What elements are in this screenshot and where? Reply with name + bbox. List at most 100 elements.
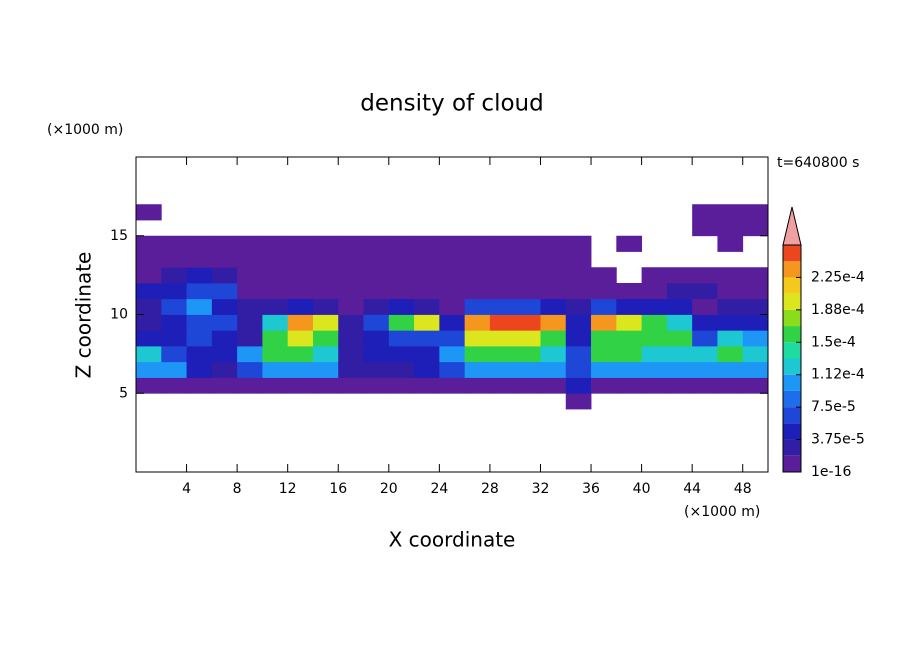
cell — [540, 235, 567, 252]
cell — [641, 330, 668, 347]
x-tick-label: 44 — [683, 481, 701, 497]
cell — [616, 361, 642, 378]
cell — [742, 314, 769, 331]
cell — [136, 330, 162, 347]
cell — [717, 283, 744, 300]
cell — [742, 220, 769, 237]
colorbar-band — [783, 358, 801, 375]
y-unit-label: (×1000 m) — [47, 122, 123, 138]
cell — [363, 361, 390, 378]
x-tick-label: 4 — [182, 481, 191, 497]
cell — [136, 267, 162, 284]
cell — [692, 361, 718, 378]
cell — [515, 283, 541, 300]
colorbar-tick-label: 1e-16 — [811, 464, 851, 480]
cell — [338, 235, 364, 252]
cell — [338, 314, 364, 331]
cell — [312, 283, 339, 300]
cell — [262, 298, 289, 315]
cell — [717, 330, 744, 347]
cell — [211, 283, 238, 300]
cell — [540, 377, 567, 394]
cell — [237, 283, 263, 300]
cell — [591, 377, 617, 394]
cell — [287, 377, 314, 394]
cell — [211, 267, 238, 284]
x-tick-label: 8 — [233, 481, 242, 497]
cell — [464, 267, 491, 284]
cell — [489, 361, 516, 378]
cell — [565, 298, 592, 315]
cell — [616, 314, 642, 331]
cell — [287, 283, 314, 300]
x-tick-label: 36 — [582, 481, 600, 497]
cell — [161, 377, 187, 394]
cell — [136, 204, 162, 221]
colorbar-band — [783, 293, 801, 310]
contour-field — [136, 204, 769, 410]
colorbar-band — [783, 342, 801, 359]
cell — [312, 377, 339, 394]
cell — [540, 314, 567, 331]
cell — [489, 283, 516, 300]
colorbar-band — [783, 390, 801, 408]
x-tick-label: 28 — [481, 481, 499, 497]
y-tick-label: 10 — [110, 307, 128, 323]
cell — [388, 314, 415, 331]
colorbar-band — [783, 309, 801, 327]
cell — [211, 346, 238, 363]
cell — [161, 314, 187, 331]
cell — [540, 298, 567, 315]
cell — [237, 346, 263, 363]
cell — [692, 267, 718, 284]
cell — [237, 330, 263, 347]
colorbar-tick-label: 1.12e-4 — [811, 367, 865, 383]
colorbar-band — [783, 455, 801, 472]
cell — [666, 346, 693, 363]
cell — [439, 283, 466, 300]
cell — [515, 235, 541, 252]
cell — [186, 283, 213, 300]
cell — [439, 298, 466, 315]
cell — [136, 377, 162, 394]
cell — [616, 298, 642, 315]
cell — [287, 361, 314, 378]
cell — [363, 267, 390, 284]
cell — [186, 267, 213, 284]
x-tick-label: 12 — [279, 481, 297, 497]
cell — [262, 314, 289, 331]
cell — [287, 298, 314, 315]
cell — [388, 377, 415, 394]
cell — [338, 267, 364, 284]
cell — [312, 346, 339, 363]
cell — [489, 314, 516, 331]
colorbar-tick-label: 2.25e-4 — [811, 269, 865, 285]
cell — [666, 267, 693, 284]
cell — [414, 235, 440, 252]
cell — [742, 330, 769, 347]
cell — [363, 283, 390, 300]
cell — [237, 314, 263, 331]
cell — [161, 283, 187, 300]
cell — [338, 283, 364, 300]
y-tick-label: 5 — [119, 385, 128, 401]
cell — [237, 361, 263, 378]
cell — [717, 361, 744, 378]
cell — [742, 298, 769, 315]
cell — [338, 377, 364, 394]
cell — [414, 314, 440, 331]
cell — [641, 267, 668, 284]
cell — [186, 330, 213, 347]
cell — [666, 361, 693, 378]
cell — [388, 235, 415, 252]
cell — [262, 283, 289, 300]
cell — [262, 361, 289, 378]
cell — [237, 298, 263, 315]
cell — [439, 361, 466, 378]
cell — [186, 235, 213, 252]
cell — [565, 251, 592, 268]
cell — [717, 204, 744, 221]
cell — [414, 330, 440, 347]
cell — [565, 377, 592, 394]
cell — [388, 330, 415, 347]
